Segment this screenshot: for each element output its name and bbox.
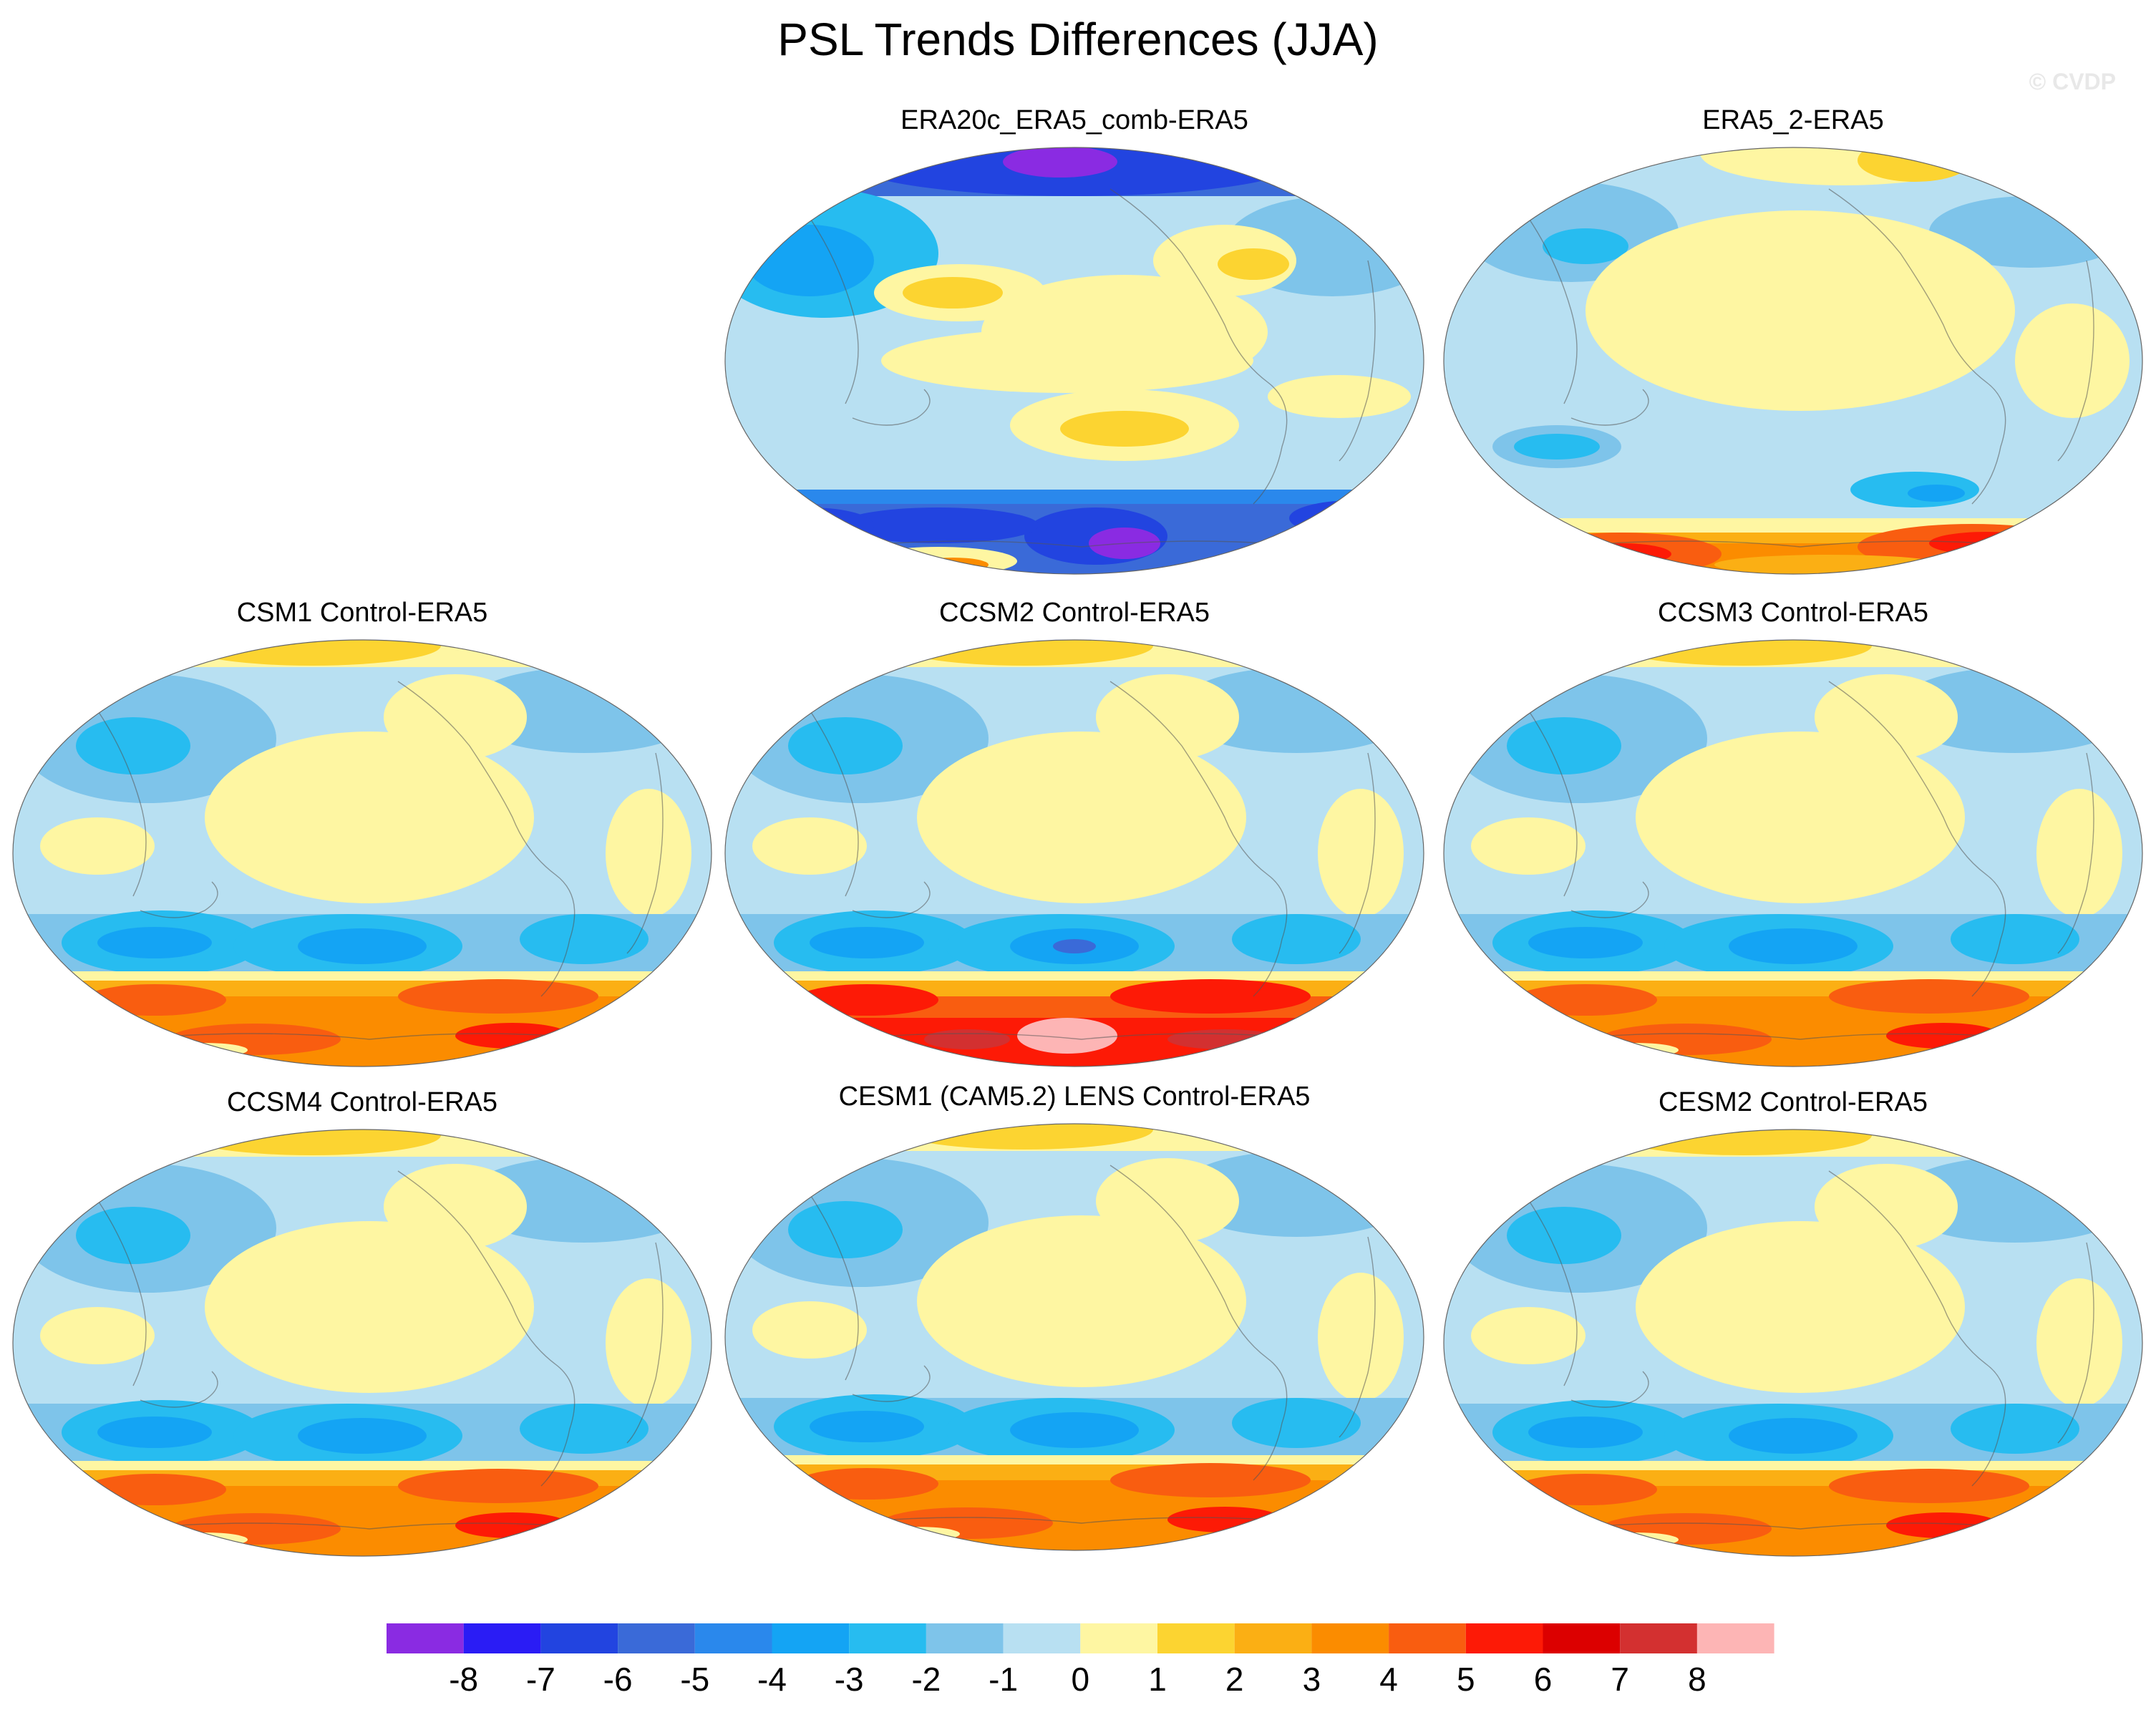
map-era20c [724,147,1424,575]
colorbar-label: 8 [1688,1661,1706,1698]
panel-title: CESM1 (CAM5.2) LENS Control-ERA5 [838,1082,1311,1112]
map-ccsm2 [724,639,1424,1067]
panel-era20c: ERA20c_ERA5_comb-ERA5 [724,105,1425,575]
colorbar-swatch [1620,1623,1697,1653]
colorbar-label: -3 [835,1661,864,1698]
panel-era5-2: ERA5_2-ERA5 [1442,105,2144,575]
watermark: © CVDP [2029,69,2116,94]
panel-title: CSM1 Control-ERA5 [236,598,488,628]
colorbar-label: -4 [757,1661,787,1698]
map-era5_2 [1443,147,2143,575]
colorbar-swatch [618,1623,695,1653]
map-ccsm4 [12,1129,712,1557]
map-ccsm3 [1443,639,2143,1067]
colorbar-label: -5 [680,1661,709,1698]
map-outline [724,1123,1424,1551]
panel-cesm1: CESM1 (CAM5.2) LENS Control-ERA5 [724,1081,1425,1551]
panel-title: ERA20c_ERA5_comb-ERA5 [900,105,1248,135]
map-cesm2 [1443,1129,2143,1557]
colorbar-swatch [1465,1623,1543,1653]
colorbar-swatch [926,1623,1004,1653]
colorbar-swatch [772,1623,850,1653]
panel-ccsm2: CCSM2 Control-ERA5 [724,597,1425,1067]
map-outline [1443,1129,2143,1557]
colorbar-label: 5 [1457,1661,1475,1698]
map-outline [12,1129,712,1557]
colorbar-swatch [1389,1623,1466,1653]
coastlines [68,681,664,1047]
colorbar-label: 4 [1379,1661,1398,1698]
panel-ccsm4: CCSM4 Control-ERA5 [11,1087,713,1557]
colorbar-label: -1 [989,1661,1018,1698]
colorbar-label: -7 [526,1661,555,1698]
colorbar-swatch [1311,1623,1389,1653]
colorbar-swatch [1003,1623,1081,1653]
colorbar-label: 3 [1303,1661,1321,1698]
colorbar-label: 1 [1148,1661,1167,1698]
panel-ccsm3: CCSM3 Control-ERA5 [1442,597,2144,1067]
map-outline [1443,639,2143,1067]
colorbar-label: -6 [603,1661,633,1698]
figure-title: PSL Trends Differences (JJA) [777,14,1379,65]
colorbar-label: 0 [1072,1661,1090,1698]
map-outline [12,639,712,1067]
colorbar-label: 6 [1534,1661,1553,1698]
panel-title: ERA5_2-ERA5 [1702,105,1884,135]
colorbar-swatch [849,1623,926,1653]
panel-title: CCSM4 Control-ERA5 [227,1087,497,1117]
colorbar-swatch [1543,1623,1621,1653]
colorbar-label: -8 [449,1661,478,1698]
colorbar-swatch [1696,1623,1774,1653]
colorbar-swatch [1157,1623,1235,1653]
map-outline [1443,147,2143,575]
map-outline [724,639,1424,1067]
colorbar-swatch [1080,1623,1157,1653]
colorbar-swatch [694,1623,772,1653]
panel-title: CCSM3 Control-ERA5 [1658,598,1928,628]
colorbar-swatch [387,1623,464,1653]
colorbar-swatch [1234,1623,1312,1653]
colorbar-label: -2 [911,1661,941,1698]
panel-title: CCSM2 Control-ERA5 [939,598,1210,628]
colorbar-swatch [540,1623,618,1653]
map-outline [724,147,1424,575]
panel-cesm2: CESM2 Control-ERA5 [1442,1087,2144,1557]
map-csm1 [12,639,712,1067]
panel-title: CESM2 Control-ERA5 [1659,1087,1928,1117]
colorbar-label: 2 [1225,1661,1244,1698]
panel-csm1: CSM1 Control-ERA5 [11,597,713,1067]
colorbar-label: 7 [1611,1661,1629,1698]
map-cesm1 [724,1123,1424,1551]
colorbar-swatch [463,1623,541,1653]
